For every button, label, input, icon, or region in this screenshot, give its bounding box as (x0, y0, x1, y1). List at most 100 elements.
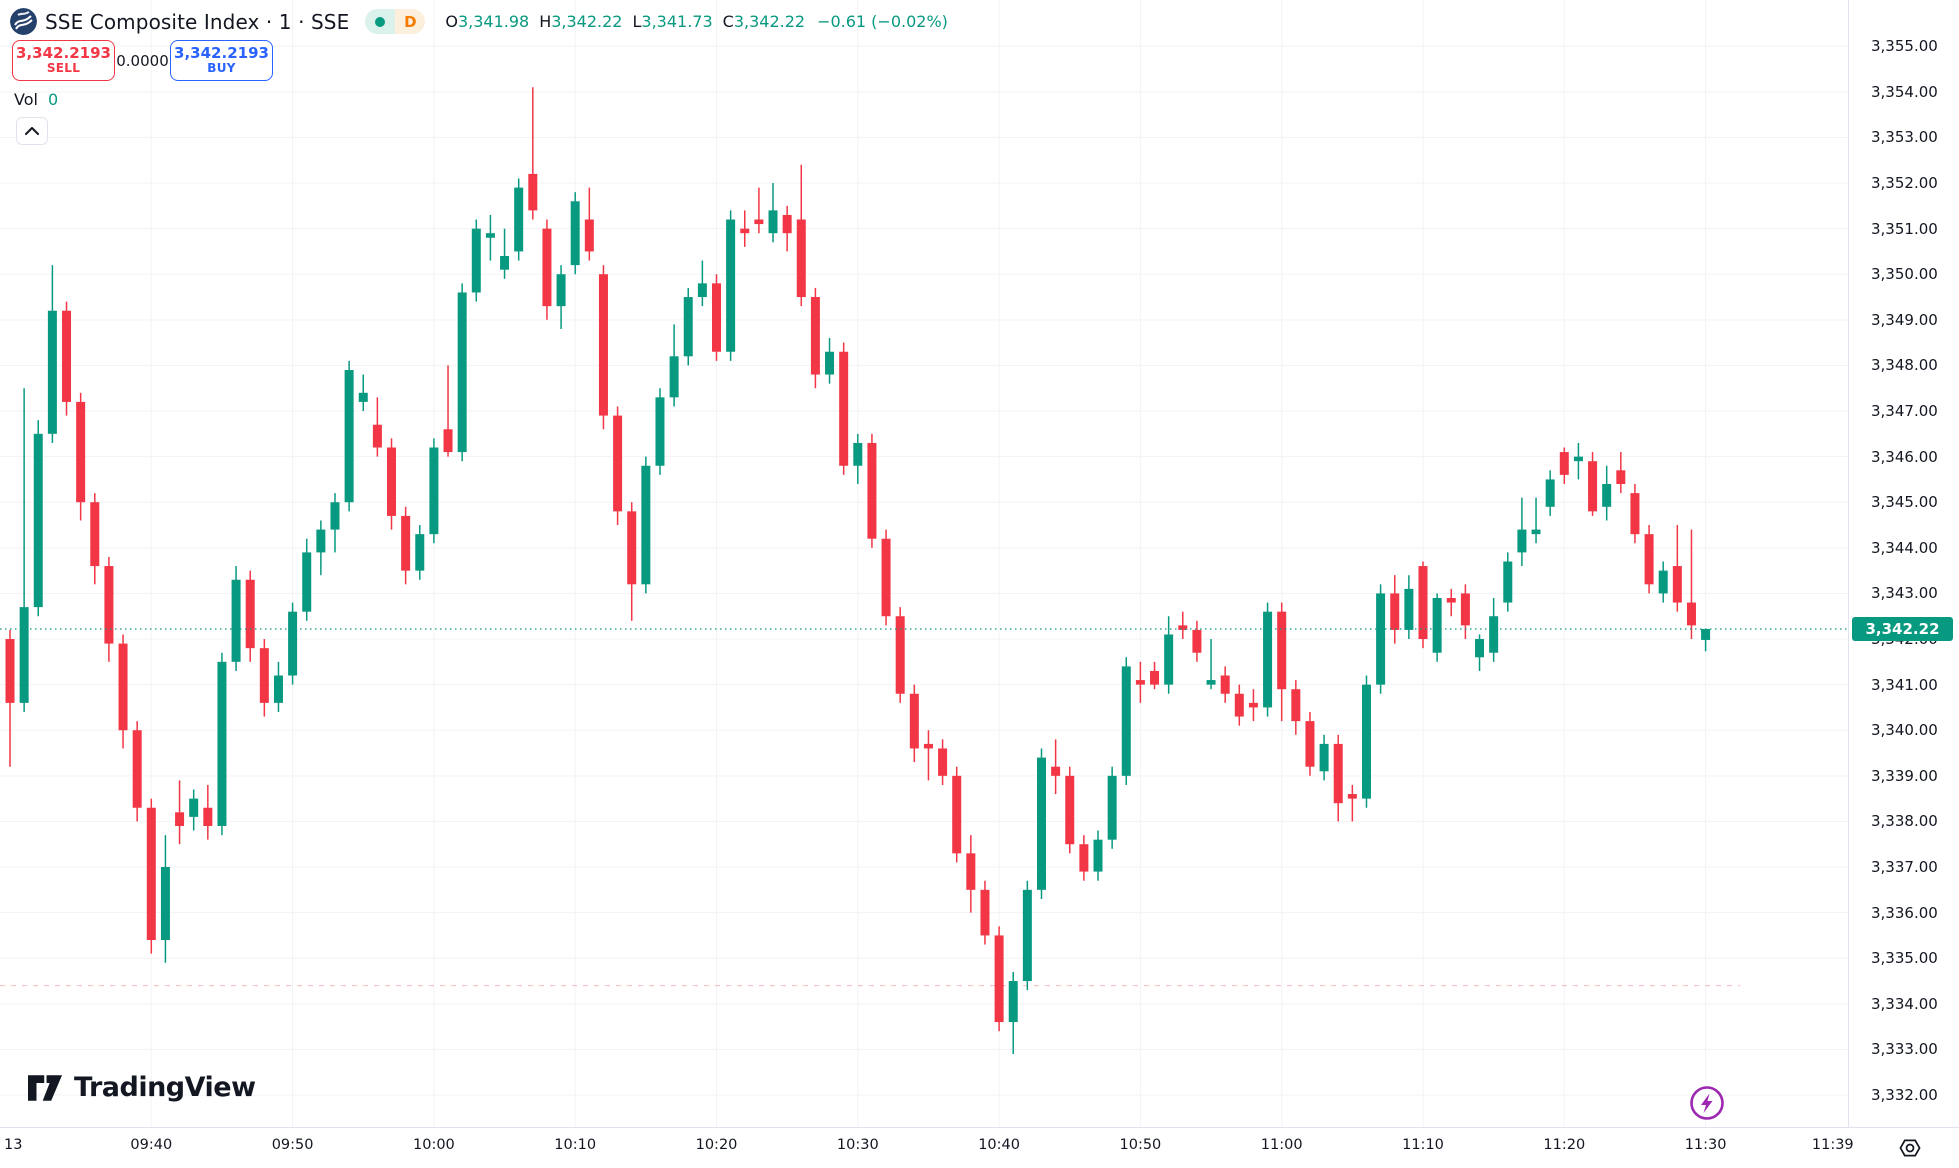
candle-body (1234, 693, 1244, 717)
symbol-legend[interactable]: SSE Composite Index · 1 · SSE D O3,341.9… (10, 8, 948, 35)
trade-panel: 3,342.2193 SELL 0.0000 3,342.2193 BUY (12, 40, 273, 81)
candle-body (19, 607, 29, 703)
candle-body (1588, 461, 1598, 512)
candle-body (104, 566, 114, 644)
candle-body (1192, 629, 1202, 653)
open-label: O (445, 12, 458, 31)
interval-d-badge[interactable]: D (395, 9, 426, 34)
candle-body (909, 693, 919, 749)
candle-body (697, 283, 707, 298)
candle-body (1291, 689, 1301, 722)
candle-body (641, 465, 651, 585)
candle-body (726, 219, 736, 352)
candle-body (825, 351, 835, 375)
high-value: 3,342.22 (551, 12, 623, 31)
price-axis-label: 3,332.00 (1871, 1086, 1938, 1105)
candle-body (1503, 561, 1513, 603)
timezone-settings-icon[interactable] (1897, 1135, 1923, 1165)
status-pills: D (365, 9, 426, 34)
candle-body (302, 552, 312, 612)
high-label: H (539, 12, 552, 31)
price-axis-label: 3,345.00 (1871, 493, 1938, 512)
candle-body (754, 219, 764, 225)
candle-body (330, 502, 340, 530)
price-axis-label: 3,344.00 (1871, 538, 1938, 557)
candle-body (1248, 702, 1258, 708)
candle-body (47, 310, 57, 434)
candle-body (952, 775, 962, 854)
price-axis-label: 3,339.00 (1871, 766, 1938, 785)
close-value: 3,342.22 (733, 12, 806, 31)
candle-body (980, 889, 990, 936)
candle-body (1531, 529, 1541, 535)
candle-body (655, 397, 665, 466)
candle-body (288, 611, 298, 676)
low-label: L (632, 12, 642, 31)
sell-button[interactable]: 3,342.2193 SELL (12, 40, 115, 81)
volume-row: Vol 0 (14, 90, 58, 109)
candle-body (62, 310, 72, 402)
price-axis-label: 3,338.00 (1871, 812, 1938, 831)
candle-body (1093, 839, 1103, 872)
candle-body (1079, 844, 1089, 872)
candlestick-chart[interactable] (0, 0, 1849, 1128)
candle-body (372, 424, 382, 448)
candle-body (344, 369, 354, 503)
price-axis-label: 3,352.00 (1871, 174, 1938, 193)
price-axis-label: 3,350.00 (1871, 265, 1938, 284)
candle-body (1404, 588, 1414, 630)
symbol-title[interactable]: SSE Composite Index · 1 · SSE (45, 9, 350, 34)
candle-body (740, 228, 750, 234)
buy-button[interactable]: 3,342.2193 BUY (170, 40, 273, 81)
candle-body (1545, 479, 1555, 507)
candle-body (1644, 534, 1654, 585)
candle-body (613, 415, 623, 512)
price-axis-label: 3,334.00 (1871, 994, 1938, 1013)
candle-body (853, 442, 863, 466)
candle-body (1319, 743, 1329, 772)
buy-price: 3,342.2193 (174, 43, 269, 62)
candle-body (1658, 570, 1668, 594)
price-axis-label: 3,347.00 (1871, 402, 1938, 421)
candle-body (1051, 766, 1061, 776)
candle-body (259, 648, 269, 703)
candle-body (867, 442, 877, 539)
tradingview-logo[interactable]: TradingView (28, 1072, 256, 1103)
time-axis-label: 11:00 (1260, 1137, 1303, 1153)
candle-body (471, 228, 481, 293)
time-axis-label: 11:20 (1543, 1137, 1586, 1153)
candle-body (1446, 597, 1456, 603)
collapse-panel-button[interactable] (16, 117, 48, 145)
candle-body (358, 392, 368, 402)
price-axis[interactable]: 3,355.00 3,354.00 3,353.00 3,352.00 3,351.00… (1848, 0, 1959, 1128)
candle-body (1178, 625, 1188, 630)
candle-body (1686, 602, 1696, 626)
time-axis[interactable]: 13 09:40 09:50 10:00 10:10 10:20 10:30 10:40 10:… (0, 1127, 1959, 1168)
candle-body (1333, 743, 1343, 804)
candle-body (429, 447, 439, 535)
candle-body (542, 228, 552, 307)
candle-body (570, 201, 580, 266)
candle-body (839, 351, 849, 466)
candle-body (994, 935, 1004, 1023)
time-axis-label: 11:10 (1402, 1137, 1444, 1153)
spread-value: 0.0000 (116, 51, 169, 70)
time-axis-label: 09:50 (271, 1137, 314, 1153)
candle-body (796, 219, 806, 298)
candle-body (160, 867, 170, 940)
candle-body (1432, 597, 1442, 653)
lightning-mode-button[interactable] (1688, 1084, 1726, 1122)
candle-body (683, 297, 693, 357)
low-value: 3,341.73 (641, 12, 713, 31)
candle-body (245, 579, 255, 649)
volume-value: 0 (47, 90, 59, 109)
candle-body (627, 511, 637, 585)
candle-body (1036, 757, 1046, 890)
candle-body (1517, 529, 1527, 553)
candle-body (118, 643, 128, 731)
candle-body (401, 515, 411, 571)
candle-body (1277, 611, 1287, 690)
price-axis-label: 3,346.00 (1871, 447, 1938, 466)
candle-body (316, 529, 326, 553)
price-axis-label: 3,341.00 (1871, 675, 1938, 694)
